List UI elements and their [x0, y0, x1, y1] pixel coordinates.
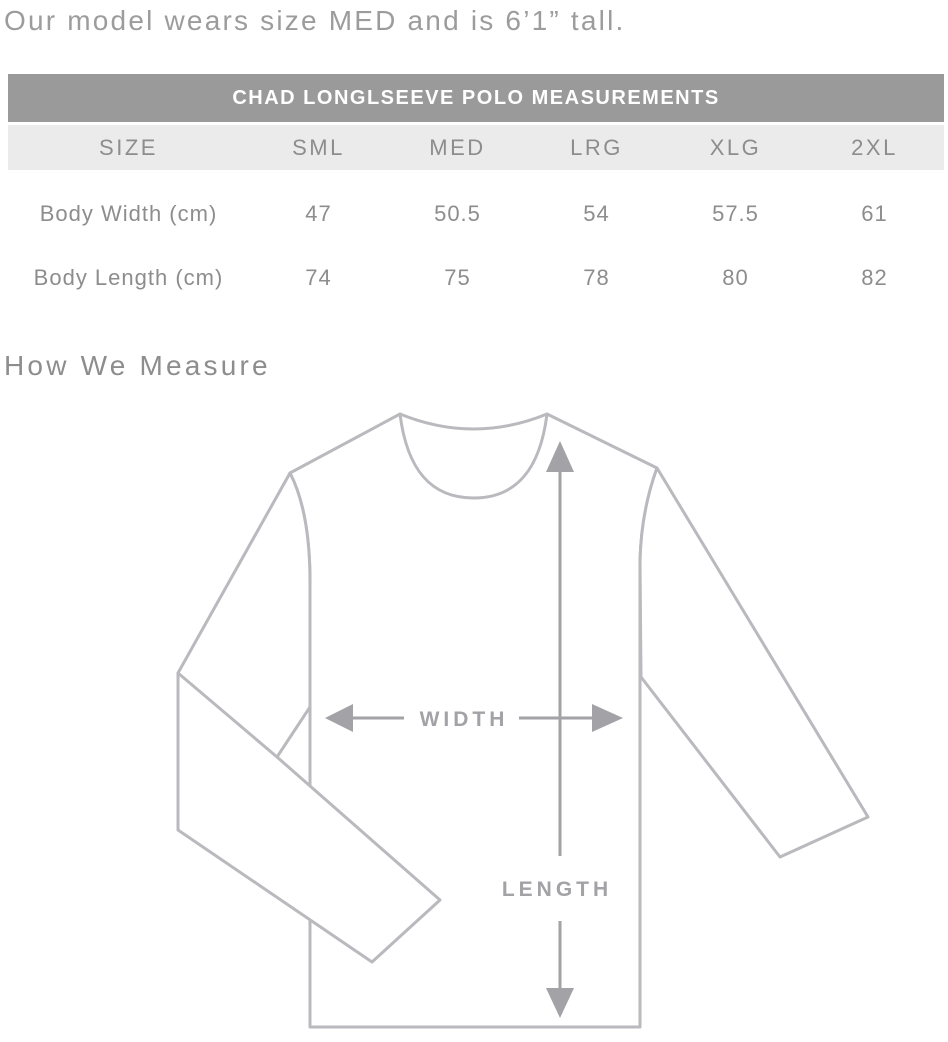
length-arrowhead-top: [546, 441, 574, 472]
width-label: WIDTH: [420, 708, 509, 731]
shirt-left-sleeve: [176, 471, 442, 964]
body-width-2xl: 61: [861, 201, 888, 226]
size-option-med: MED: [429, 135, 486, 160]
table-row-body-length: Body Length (cm) 74 75 78 80 82: [8, 246, 944, 310]
measurement-labels-group: WIDTH LENGTH: [420, 708, 612, 901]
size-option-2xl: 2XL: [851, 135, 898, 160]
shirt-collar-back: [398, 412, 549, 431]
body-length-xlg: 80: [722, 265, 749, 290]
size-column-label: SIZE: [99, 135, 158, 160]
row-label: Body Length (cm): [33, 265, 224, 290]
width-arrowhead-right: [592, 704, 623, 732]
body-width-xlg: 57.5: [712, 201, 759, 226]
body-length-sml: 74: [305, 265, 332, 290]
size-chart-title: CHAD LONGLSEEVE POLO MEASUREMENTS: [8, 74, 944, 122]
size-option-xlg: XLG: [709, 135, 762, 160]
body-width-lrg: 54: [583, 201, 610, 226]
length-label: LENGTH: [502, 878, 612, 901]
shirt-left-sleeve-fold: [176, 671, 279, 759]
how-we-measure-heading: How We Measure: [4, 350, 271, 381]
table-row-body-width: Body Width (cm) 47 50.5 54 57.5 61: [8, 182, 944, 246]
model-size-note: Our model wears size MED and is 6’1” tal…: [4, 5, 626, 36]
row-label: Body Width (cm): [39, 201, 218, 226]
shirt-outline-group: [176, 412, 870, 1029]
length-arrowhead-bottom: [546, 988, 574, 1018]
size-option-lrg: LRG: [570, 135, 623, 160]
size-chart-header-row: SIZE SML MED LRG XLG 2XL: [8, 125, 944, 170]
width-arrowhead-left: [325, 704, 353, 732]
size-chart-table: CHAD LONGLSEEVE POLO MEASUREMENTS SIZE S…: [8, 74, 944, 310]
shirt-right-sleeve: [638, 466, 870, 859]
body-length-med: 75: [444, 265, 471, 290]
body-length-lrg: 78: [583, 265, 610, 290]
size-chart-body: Body Width (cm) 47 50.5 54 57.5 61 Body …: [8, 170, 944, 310]
size-option-sml: SML: [292, 135, 345, 160]
body-length-2xl: 82: [861, 265, 888, 290]
measurement-arrows-group: [325, 441, 623, 1018]
body-width-sml: 47: [305, 201, 332, 226]
body-width-med: 50.5: [434, 201, 481, 226]
